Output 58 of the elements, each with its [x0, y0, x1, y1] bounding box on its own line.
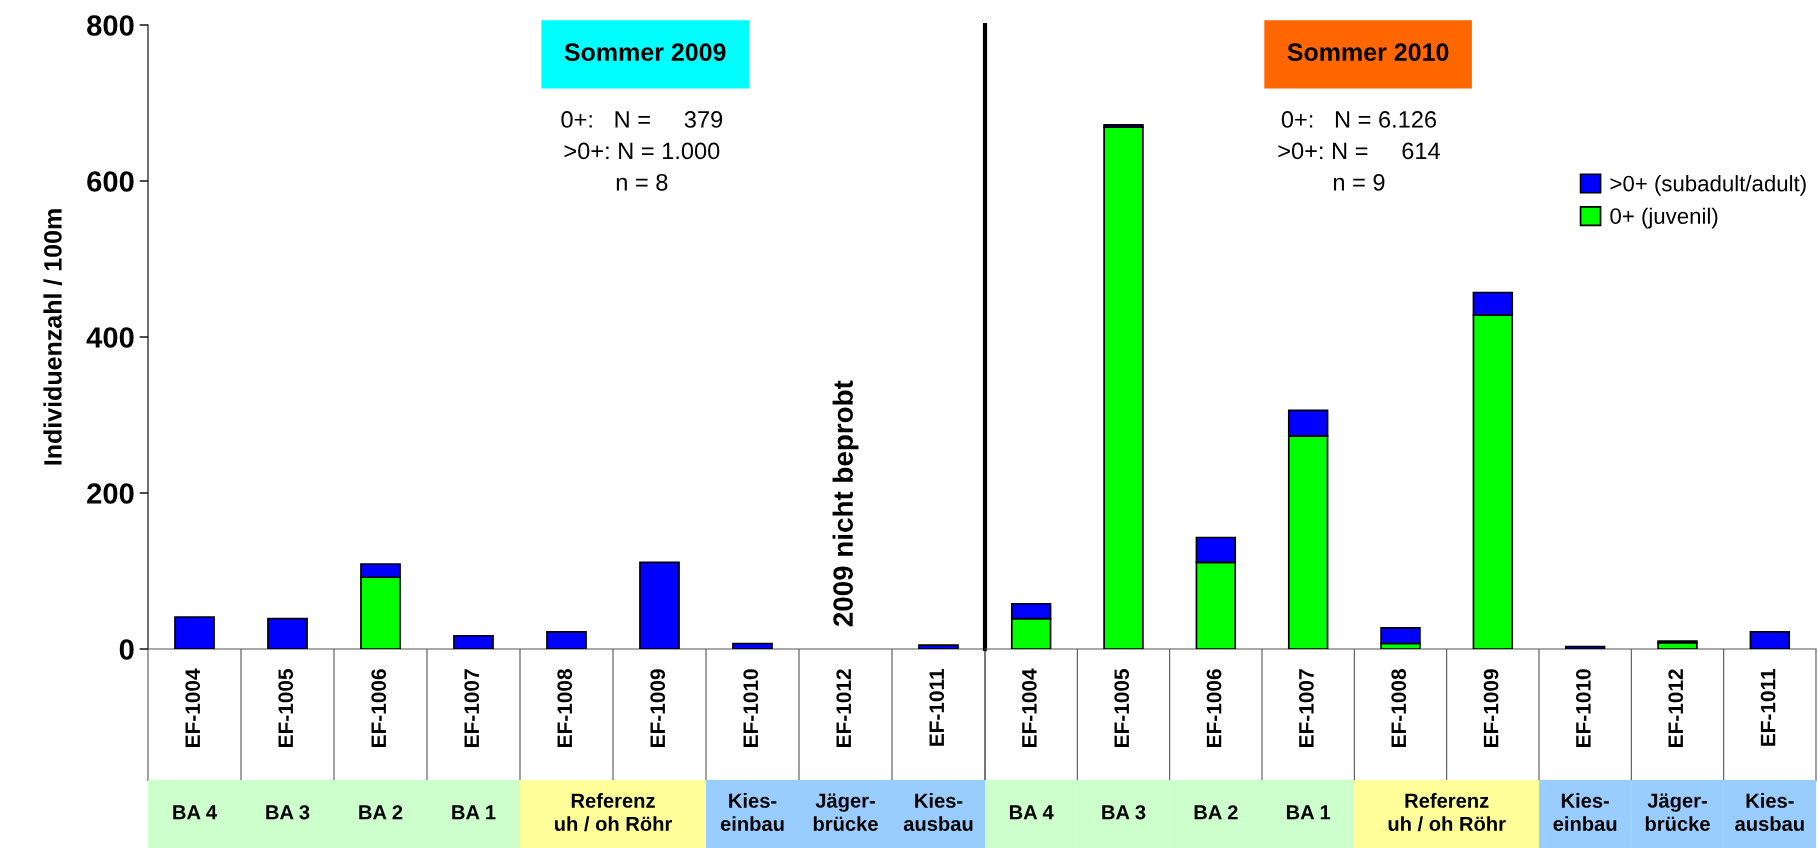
x-tick-label: EF-1004 [185, 668, 201, 747]
x-tick-label: EF-1005 [278, 669, 294, 747]
bar [639, 561, 680, 649]
text: Jäger- brücke [1645, 793, 1710, 831]
x-tick-label: EF-1009 [1483, 669, 1499, 747]
legend-label: 0+ (juvenil) [1610, 207, 1718, 229]
text: 0+: N = 6.126 >0+: N = 614 n = 9 [1278, 111, 1440, 191]
bar [453, 634, 494, 649]
text: 0+: N = 379 >0+: N = 1.000 n = 8 [561, 111, 723, 191]
text: BA 4 [173, 805, 217, 820]
text: Kies- ausbau [1735, 793, 1804, 831]
x-tick-label: EF-1008 [557, 669, 573, 747]
bar [918, 644, 959, 649]
text: Kies- einbau [1553, 793, 1617, 831]
bar [1564, 645, 1606, 649]
text: Sommer 2010 [1287, 43, 1449, 62]
bar [267, 617, 308, 649]
text: BA 3 [266, 805, 310, 820]
y-axis-title: Individuenzahl / 100m [43, 209, 63, 465]
x-tick-label: EF-1009 [650, 669, 666, 747]
text: BA 1 [452, 805, 496, 820]
text: Sommer 2009 [564, 43, 726, 62]
text: BA 1 [1286, 805, 1331, 820]
x-tick-label: EF-1010 [743, 669, 759, 747]
text: BA 2 [359, 805, 403, 820]
legend-label: >0+ (subadult/adult) [1610, 175, 1806, 196]
x-tick-label: EF-1006 [371, 669, 387, 747]
y-tick-label: 800 [87, 15, 134, 36]
y-tick-label: 200 [87, 483, 134, 504]
text: Kies- einbau [720, 793, 784, 831]
x-tick-label: EF-1011 [929, 669, 945, 746]
text: BA 2 [1194, 805, 1238, 820]
x-tick-label: EF-1012 [1668, 669, 1684, 747]
annotation: 2009 nicht beprobt [832, 380, 859, 627]
text: Referenz uh / oh Röhr [1388, 793, 1506, 832]
x-tick-label: EF-1010 [1576, 669, 1591, 747]
bar [1749, 631, 1791, 649]
bar [1380, 627, 1421, 645]
text: BA 3 [1102, 805, 1146, 820]
bar [1103, 126, 1144, 649]
y-tick-label: 0 [119, 639, 134, 660]
x-tick-label: EF-1012 [836, 669, 852, 747]
text: BA 4 [1009, 805, 1054, 820]
bar [546, 631, 587, 649]
x-tick-label: EF-1007 [1299, 669, 1314, 747]
text: Jäger- brücke [813, 793, 878, 831]
x-tick-label: EF-1004 [1022, 668, 1037, 747]
x-tick-label: EF-1005 [1114, 669, 1130, 747]
text: Referenz uh / oh Röhr [554, 793, 672, 832]
bar [732, 642, 773, 649]
text: Kies- ausbau [903, 793, 973, 831]
y-tick-label: 400 [86, 327, 134, 348]
x-tick-label: EF-1007 [464, 669, 480, 747]
x-tick-label: EF-1011 [1760, 669, 1776, 746]
x-tick-label: EF-1008 [1391, 669, 1407, 747]
y-tick-label: 600 [87, 171, 134, 192]
bar [174, 616, 215, 649]
x-tick-label: EF-1006 [1206, 669, 1222, 747]
